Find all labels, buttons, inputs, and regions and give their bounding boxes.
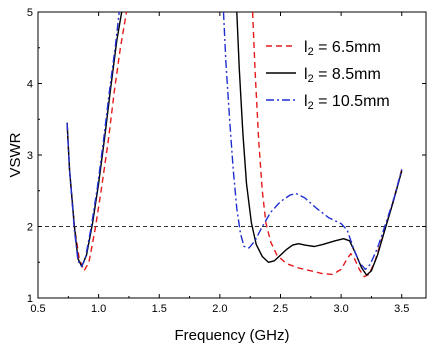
y-tick-label: 1 <box>27 293 33 305</box>
x-tick-label: 2.0 <box>212 303 227 315</box>
series-3-line-segment-1 <box>66 12 120 268</box>
x-axis-title: Frequency (GHz) <box>174 327 289 344</box>
y-tick-label: 3 <box>27 150 33 162</box>
legend-label-1: l2 = 6.5mm <box>304 39 381 58</box>
y-tick-label: 5 <box>27 7 33 19</box>
series-1-line-segment-1 <box>66 12 128 272</box>
legend-label-2: l2 = 8.5mm <box>304 66 381 85</box>
x-tick-label: 1.5 <box>152 303 167 315</box>
series-2-line-segment-2 <box>236 12 403 276</box>
x-tick-label: 0.5 <box>30 303 45 315</box>
y-tick-label: 2 <box>27 222 33 234</box>
x-tick-label: 3.0 <box>333 303 348 315</box>
legend-label-3: l2 = 10.5mm <box>304 93 390 112</box>
y-axis-title: VSWR <box>7 132 24 177</box>
x-tick-label: 1.0 <box>91 303 106 315</box>
x-tick-label: 3.5 <box>394 303 409 315</box>
series-2-line-segment-1 <box>66 12 123 268</box>
series-3-line-segment-2 <box>222 12 403 271</box>
x-tick-label: 2.5 <box>273 303 288 315</box>
y-tick-label: 4 <box>27 79 33 91</box>
